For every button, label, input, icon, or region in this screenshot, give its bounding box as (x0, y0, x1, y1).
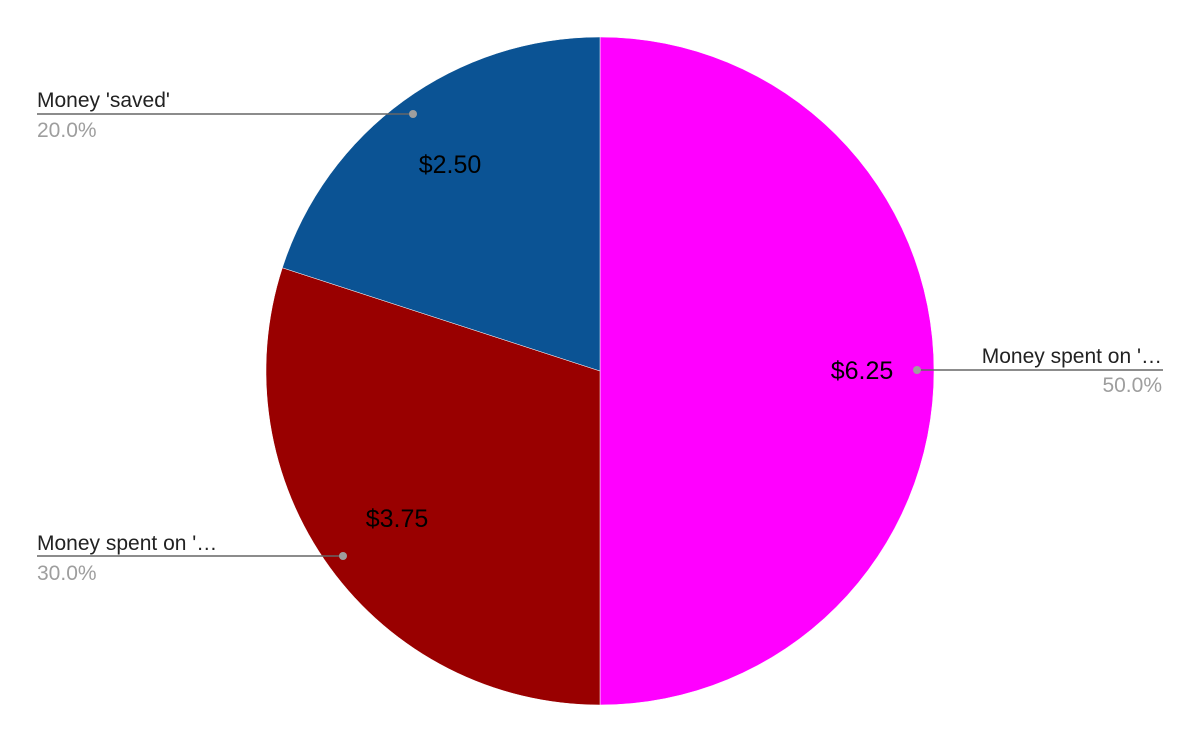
leader-dot-1 (913, 366, 921, 374)
labels-layer: $6.25 Money spent on '… 50.0% $3.75 Money sp… (37, 89, 1162, 585)
slice-value-label-1: $6.25 (831, 357, 894, 385)
leader-dot-3 (409, 110, 417, 118)
pie-slice-2[interactable] (265, 267, 601, 706)
slices-layer (265, 36, 935, 706)
slice-value-label-2: $3.75 (366, 505, 429, 533)
pie-slice-1[interactable] (599, 36, 935, 706)
slice-value-label-3: $2.50 (419, 151, 482, 179)
callout-name-3: Money 'saved' (37, 89, 170, 112)
leader-dot-2 (339, 552, 347, 560)
leader-lines-layer (37, 110, 1163, 560)
callout-percent-3: 20.0% (37, 119, 97, 142)
callout-name-1: Money spent on '… (982, 345, 1162, 368)
callout-name-2: Money spent on '… (37, 532, 217, 555)
pie-slice-3[interactable] (282, 36, 601, 372)
callout-percent-1: 50.0% (1102, 374, 1162, 397)
callout-percent-2: 30.0% (37, 562, 97, 585)
